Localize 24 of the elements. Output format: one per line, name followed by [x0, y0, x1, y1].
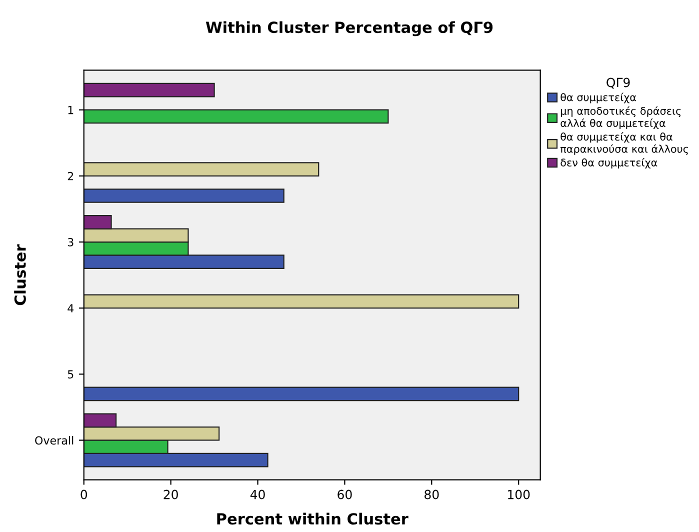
y-tick-label: 5 — [68, 370, 74, 379]
y-tick-label: 2 — [68, 172, 74, 180]
y-axis-title: Cluster — [14, 244, 26, 306]
x-tick-label: 100 — [508, 490, 530, 500]
bar — [84, 386, 520, 402]
y-tick-label: 3 — [68, 238, 74, 246]
legend-label: θα συμμετείχα — [560, 92, 636, 104]
chart-title: Within Cluster Percentage of QΓ9 — [206, 21, 493, 36]
bar — [84, 188, 284, 203]
x-tick-label: 40 — [250, 490, 265, 500]
x-tick-label: 20 — [164, 490, 178, 500]
y-tick-label: Overall — [35, 436, 74, 445]
bar — [84, 294, 520, 309]
x-tick-label: 0 — [80, 490, 88, 500]
bar — [84, 109, 389, 124]
bar — [84, 162, 320, 176]
x-axis-title: Percent within Cluster — [217, 512, 408, 525]
legend-title: QΓ9 — [606, 78, 630, 89]
legend-label: δεν θα συμμετείχα — [560, 158, 658, 168]
bar — [84, 82, 215, 98]
x-tick-label: 80 — [424, 490, 439, 500]
y-tick-label: 1 — [68, 106, 74, 114]
x-tick-label: 60 — [338, 490, 352, 500]
y-tick-label: 4 — [68, 304, 74, 312]
